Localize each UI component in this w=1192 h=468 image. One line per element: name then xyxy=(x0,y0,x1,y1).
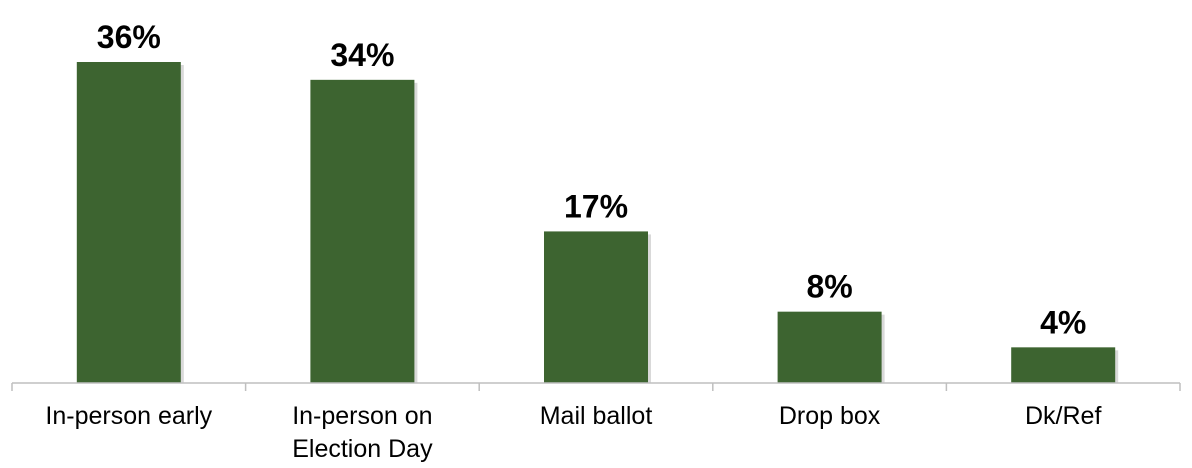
x-tick-label: In-person on xyxy=(292,402,432,430)
bar-value-label: 4% xyxy=(1040,304,1086,340)
x-tick-label: Mail ballot xyxy=(540,402,653,430)
bar-value-label: 17% xyxy=(564,188,628,224)
bar xyxy=(1011,347,1116,383)
category-labels: In-person early In-person on Election Day M… xyxy=(45,402,1101,463)
bar-value-label: 34% xyxy=(330,37,394,73)
bar xyxy=(76,62,181,383)
x-axis-ticks xyxy=(11,383,1181,391)
x-tick-label: Drop box xyxy=(779,402,881,430)
bar-value-label: 36% xyxy=(97,19,161,55)
bar xyxy=(544,231,648,383)
x-tick-label: In-person early xyxy=(45,402,212,430)
bars-layer xyxy=(76,62,1119,383)
x-tick-label: Dk/Ref xyxy=(1025,402,1101,430)
bar-value-label: 8% xyxy=(806,269,852,305)
bar xyxy=(310,79,415,383)
x-tick-label: Election Day xyxy=(292,435,433,463)
bar xyxy=(777,311,882,383)
value-labels: 36% 34% 17% 8% 4% xyxy=(97,19,1087,340)
